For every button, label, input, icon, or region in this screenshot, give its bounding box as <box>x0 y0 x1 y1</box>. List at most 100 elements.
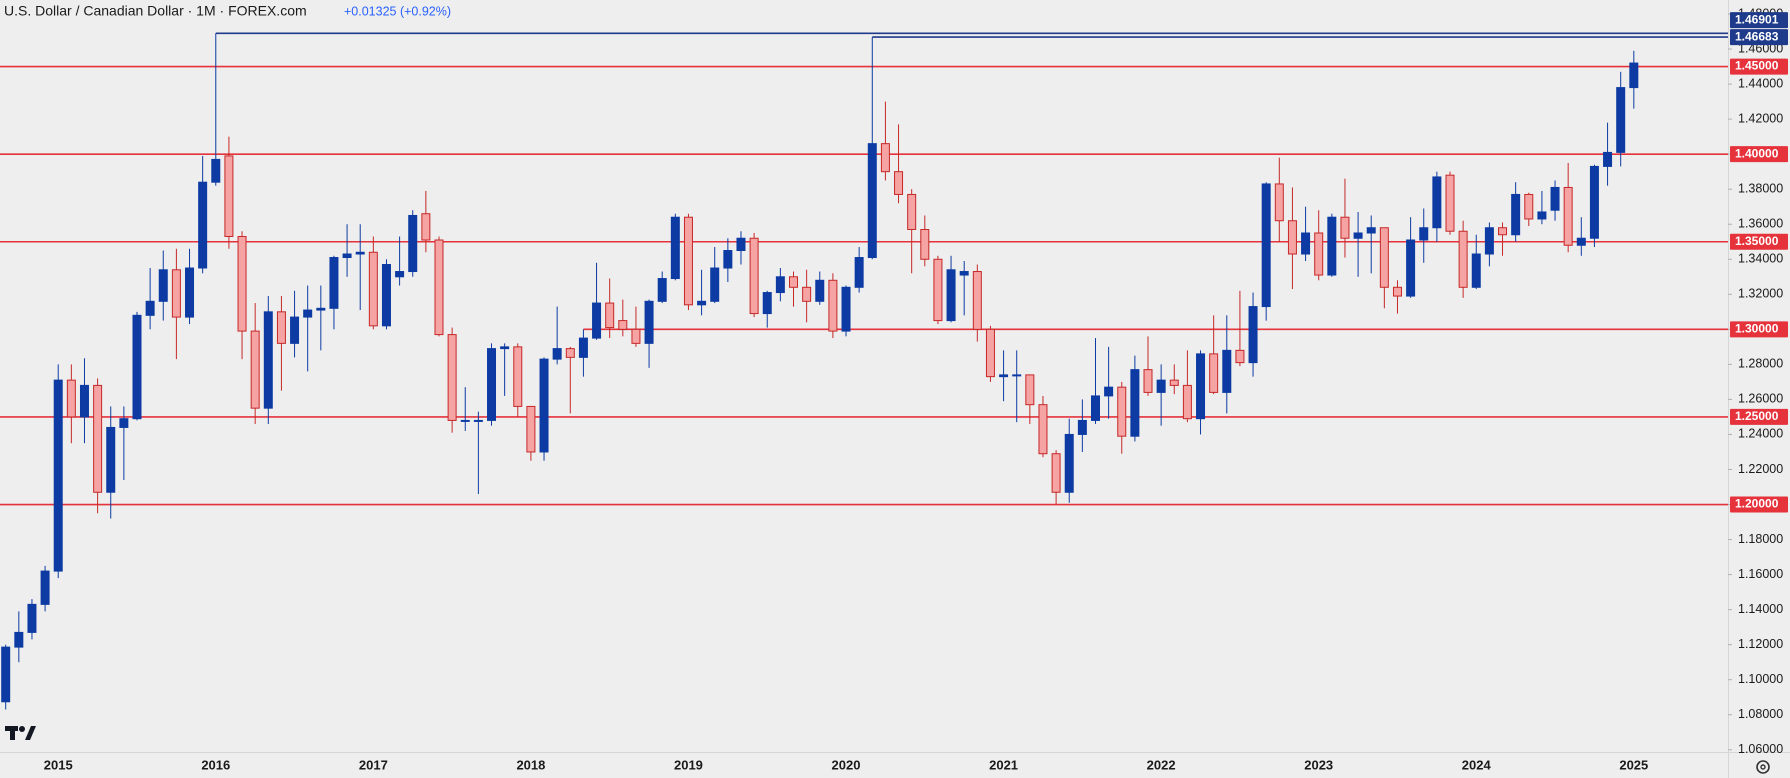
candle-body <box>447 334 457 421</box>
x-tick-label: 2025 <box>1619 757 1648 772</box>
candle-body <box>1471 253 1481 288</box>
plot: 1.06000 1.08000 1.10000 1.12000 1.14000 1.160… <box>0 6 1788 772</box>
candle <box>710 247 720 304</box>
candle-body <box>1327 216 1337 276</box>
y-tick-label: 1.36000 <box>1738 217 1783 231</box>
candle-body <box>93 384 103 493</box>
candle <box>880 101 890 181</box>
candle-body <box>66 379 76 418</box>
candle-body <box>946 269 956 322</box>
candle <box>1169 364 1179 395</box>
y-tick-label: 1.10000 <box>1738 672 1783 686</box>
candle-body <box>972 271 982 330</box>
candle-body <box>1143 369 1153 393</box>
candle-body <box>1498 227 1508 236</box>
candle <box>381 259 391 330</box>
candle <box>237 231 247 360</box>
candle <box>447 327 457 433</box>
candle-body <box>145 300 155 316</box>
candle <box>250 303 260 424</box>
candle-body <box>1458 230 1468 288</box>
candle <box>500 343 510 396</box>
candle <box>920 215 930 267</box>
candle-body <box>1209 353 1219 393</box>
candle-body <box>1077 419 1087 435</box>
x-tick-label: 2021 <box>989 757 1018 772</box>
candle-body <box>959 271 969 276</box>
level-label-bg <box>1730 58 1788 75</box>
candle <box>224 136 234 249</box>
candle <box>578 329 588 377</box>
candle-body <box>618 320 628 330</box>
candle-body <box>27 603 37 633</box>
candle <box>421 190 431 253</box>
y-tick-label: 1.38000 <box>1738 181 1783 195</box>
candle-body <box>1616 87 1626 153</box>
level-label-bg <box>1730 321 1788 338</box>
candle <box>1077 399 1087 452</box>
candle <box>211 33 221 186</box>
candle <box>119 406 129 480</box>
candle <box>552 306 562 365</box>
candle-body <box>1563 186 1573 246</box>
candle <box>854 247 864 293</box>
candle <box>946 255 956 323</box>
y-tick-label: 1.42000 <box>1738 111 1783 125</box>
candle-body <box>1603 151 1613 167</box>
y-tick-label: 1.14000 <box>1738 602 1783 616</box>
candle-body <box>1301 232 1311 255</box>
candle-body <box>500 346 510 350</box>
candle-body <box>644 300 654 344</box>
settings-icon[interactable] <box>1756 760 1770 774</box>
candle-body <box>1340 216 1350 239</box>
candle-body <box>1196 353 1206 420</box>
candle-body <box>119 418 129 428</box>
y-tick-label: 1.26000 <box>1738 392 1783 406</box>
candle <box>1458 220 1468 298</box>
candle <box>1038 395 1048 458</box>
candle <box>27 599 37 640</box>
y-tick-label: 1.22000 <box>1738 462 1783 476</box>
candle-body <box>1169 379 1179 386</box>
candle <box>66 364 76 444</box>
candle-body <box>132 314 142 420</box>
candle <box>14 611 24 663</box>
level-label: 1.40000 <box>1735 146 1779 160</box>
candle-body <box>355 251 365 255</box>
candle <box>93 378 103 514</box>
candle <box>789 271 798 307</box>
candle-body <box>1511 193 1521 236</box>
candle-body <box>1589 165 1599 239</box>
candle-body <box>198 181 208 269</box>
candle <box>1064 418 1074 503</box>
candle-body <box>316 307 326 311</box>
candle-body <box>1550 186 1560 211</box>
candle <box>592 262 602 340</box>
candle-body <box>578 337 588 358</box>
candle <box>1406 217 1416 298</box>
tv-logo[interactable] <box>5 726 36 740</box>
candle <box>775 268 785 302</box>
candle-body <box>1117 386 1127 437</box>
candle <box>1511 182 1521 242</box>
candle <box>132 311 142 421</box>
candle-body <box>421 213 431 241</box>
candle <box>1537 190 1547 225</box>
candle <box>1353 211 1363 277</box>
candle-body <box>1419 227 1429 241</box>
candle-body <box>854 257 864 288</box>
candle <box>1576 217 1586 256</box>
x-tick-label: 2016 <box>201 757 230 772</box>
candle <box>1366 215 1376 274</box>
level-label-bg <box>1730 496 1788 513</box>
candle-body <box>158 269 168 302</box>
candle <box>1524 192 1534 226</box>
candle-body <box>276 311 286 344</box>
candle <box>473 411 483 495</box>
x-tick-label: 2017 <box>359 757 388 772</box>
candle-body <box>1064 433 1074 493</box>
candle-body <box>1287 220 1297 255</box>
chart-title: U.S. Dollar / Canadian Dollar · 1M · FOR… <box>4 3 307 19</box>
candle-body <box>1130 369 1140 437</box>
candle-body <box>395 271 405 278</box>
